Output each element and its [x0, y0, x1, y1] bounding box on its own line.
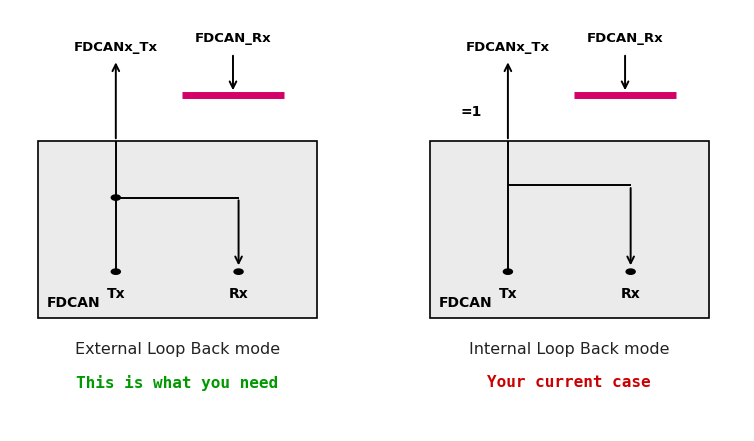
Text: This is what you need: This is what you need	[76, 375, 278, 391]
Text: Internal Loop Back mode: Internal Loop Back mode	[469, 342, 670, 357]
Text: FDCAN_Rx: FDCAN_Rx	[587, 33, 664, 45]
Text: FDCAN: FDCAN	[47, 295, 100, 310]
Bar	[38, 141, 317, 318]
Text: Tx: Tx	[106, 287, 125, 301]
Text: Tx: Tx	[498, 287, 517, 301]
Text: FDCAN_Rx: FDCAN_Rx	[195, 33, 271, 45]
Circle shape	[504, 269, 513, 274]
Text: =1: =1	[460, 105, 482, 120]
Circle shape	[234, 269, 243, 274]
Circle shape	[112, 269, 121, 274]
Bar	[430, 141, 709, 318]
Circle shape	[112, 195, 121, 200]
Text: Rx: Rx	[228, 287, 248, 301]
Circle shape	[626, 269, 635, 274]
Text: FDCAN: FDCAN	[439, 295, 492, 310]
Text: External Loop Back mode: External Loop Back mode	[75, 342, 280, 357]
Text: Rx: Rx	[621, 287, 640, 301]
Text: FDCANx_Tx: FDCANx_Tx	[466, 41, 550, 54]
Text: FDCANx_Tx: FDCANx_Tx	[74, 41, 158, 54]
Text: Your current case: Your current case	[487, 375, 651, 390]
